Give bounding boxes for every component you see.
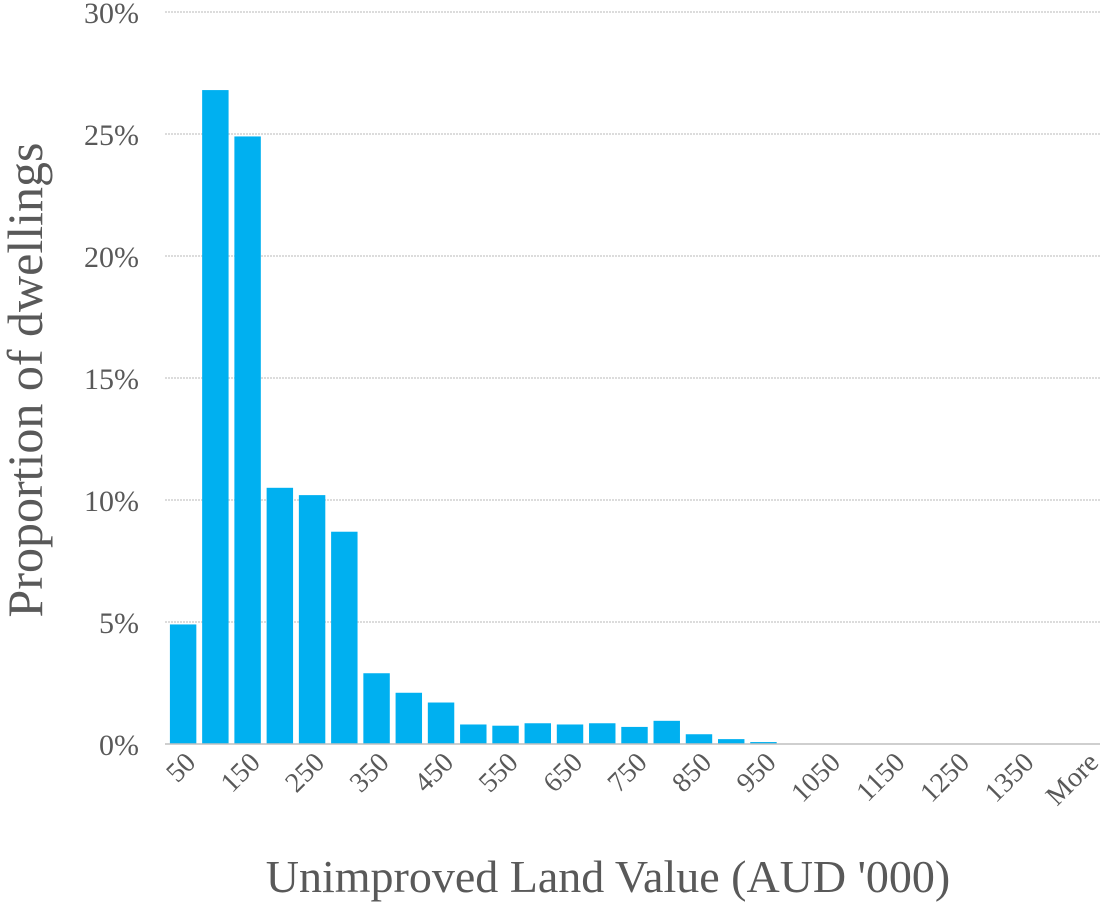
x-tick-label: 1150 xyxy=(851,747,912,808)
y-tick-label: 5% xyxy=(99,607,139,640)
y-tick-label: 20% xyxy=(84,241,139,274)
bar-750 xyxy=(621,726,648,744)
y-tick-label: 15% xyxy=(84,363,139,396)
y-tick-label: 30% xyxy=(84,0,139,30)
y-axis-title: Proportion of dwellings xyxy=(0,143,53,618)
bar-500 xyxy=(460,724,487,744)
bar-700 xyxy=(589,723,616,744)
y-tick-label: 0% xyxy=(99,729,139,762)
bar-50 xyxy=(169,624,197,744)
x-tick-labels: 50 150 250 350 450 550 650 750 850 950 1050 1150 125… xyxy=(160,747,1103,812)
x-tick-label: 950 xyxy=(731,747,783,799)
bar-550 xyxy=(492,725,519,744)
x-tick-label: 1250 xyxy=(914,747,976,809)
x-tick-label: 750 xyxy=(602,747,654,799)
y-tick-label: 10% xyxy=(84,485,139,518)
bar-200 xyxy=(266,487,294,744)
bar-800 xyxy=(653,720,680,744)
x-tick-label: 550 xyxy=(473,747,525,799)
x-axis-title: Unimproved Land Value (AUD '000) xyxy=(266,851,951,902)
bar-900 xyxy=(718,739,745,744)
x-tick-label: 50 xyxy=(160,747,202,789)
x-tick-label: 350 xyxy=(344,747,396,799)
x-tick-label: 150 xyxy=(215,747,267,799)
x-tick-label: 1050 xyxy=(785,747,847,809)
x-tick-label: 850 xyxy=(666,747,718,799)
bar-350 xyxy=(363,673,390,744)
x-tick-label: 650 xyxy=(537,747,589,799)
x-tick-label: 450 xyxy=(408,747,460,799)
y-tick-labels: 0% 5% 10% 15% 20% 25% 30% xyxy=(84,0,139,762)
bars xyxy=(169,90,777,744)
bar-100 xyxy=(202,90,229,744)
bar-450 xyxy=(427,702,455,744)
x-tick-label: 1350 xyxy=(979,747,1041,809)
bar-300 xyxy=(331,531,358,744)
x-tick-label: More xyxy=(1040,747,1103,812)
bar-950 xyxy=(750,742,777,744)
bar-150 xyxy=(234,136,261,744)
y-tick-label: 25% xyxy=(84,119,139,152)
bar-600 xyxy=(524,723,551,744)
bar-850 xyxy=(685,734,713,744)
bar-400 xyxy=(395,692,423,744)
bar-650 xyxy=(556,724,584,744)
x-tick-label: 250 xyxy=(279,747,331,799)
bar-250 xyxy=(298,495,326,744)
